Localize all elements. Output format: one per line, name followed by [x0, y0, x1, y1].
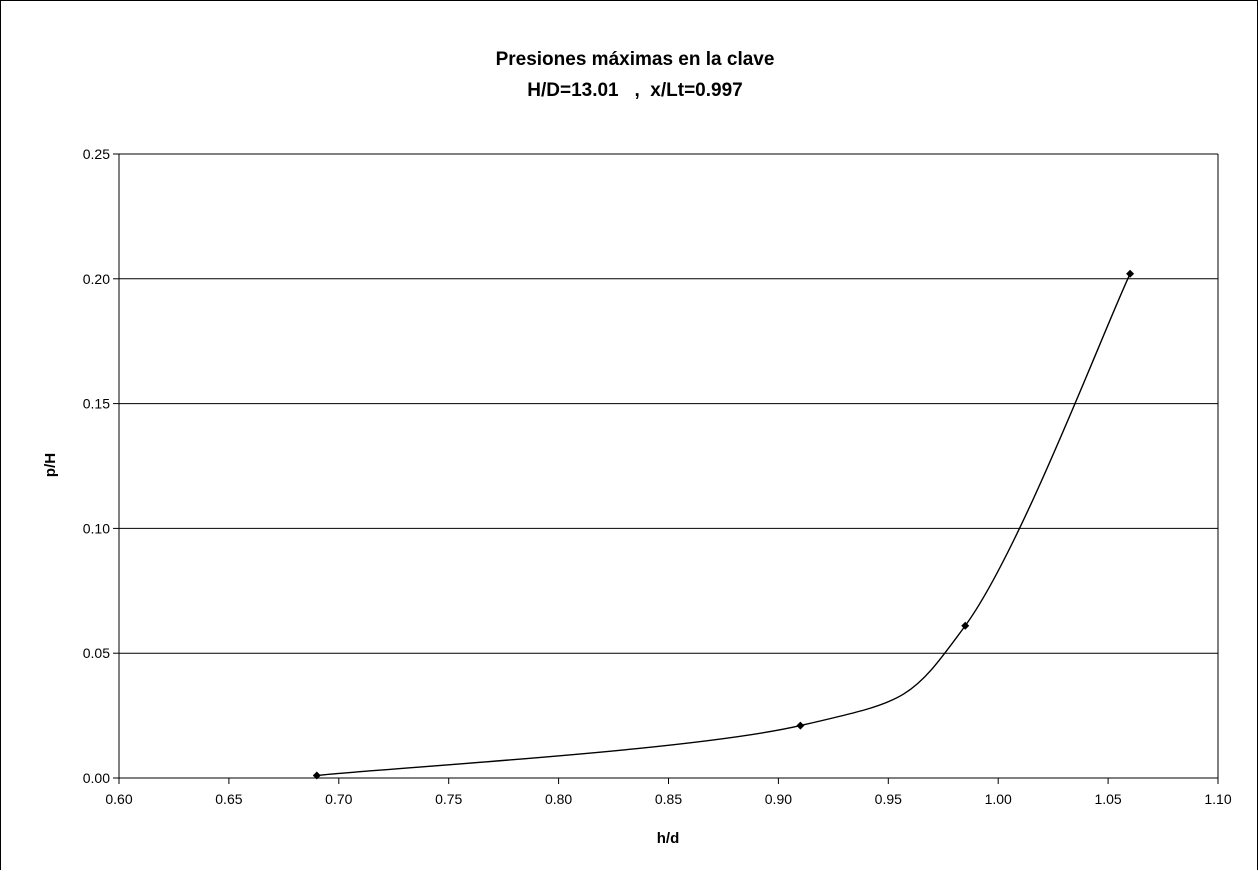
- y-tick-label: 0.25: [83, 146, 110, 162]
- data-point: [961, 621, 970, 630]
- x-tick-label: 0.70: [325, 791, 352, 807]
- x-tick-label: 0.75: [435, 791, 462, 807]
- x-tick-label: 0.90: [765, 791, 792, 807]
- y-tick-label: 0.15: [83, 396, 110, 412]
- x-tick-label: 1.05: [1094, 791, 1121, 807]
- data-point: [1126, 269, 1135, 278]
- x-tick-label: 0.80: [545, 791, 572, 807]
- x-tick-label: 0.85: [655, 791, 682, 807]
- series-layer: [312, 269, 1135, 780]
- chart-title: Presiones máximas en la clave: [496, 49, 775, 70]
- x-tick-label: 1.10: [1204, 791, 1231, 807]
- y-tick-label: 0.00: [83, 770, 110, 786]
- y-tick-label: 0.10: [83, 520, 110, 536]
- grid-layer: [119, 153, 1218, 654]
- x-tick-label: 0.60: [105, 791, 132, 807]
- y-axis-title: p/H: [42, 453, 59, 477]
- chart-title-group: Presiones máximas en la clave H/D=13.01 …: [496, 49, 775, 101]
- x-axis-title: h/d: [657, 830, 680, 847]
- x-tick-label: 0.65: [215, 791, 242, 807]
- data-point: [312, 771, 321, 780]
- x-tick-label: 0.95: [875, 791, 902, 807]
- y-tick-label: 0.20: [83, 271, 110, 287]
- chart-subtitle: H/D=13.01 , x/Lt=0.997: [527, 80, 742, 101]
- x-tick-label: 1.00: [985, 791, 1012, 807]
- y-tick-label: 0.05: [83, 645, 110, 661]
- axes-layer: 0.00 0.05 0.10 0.15 0.20 0.25 0.60 0.65 0.70 0.75…: [83, 146, 1232, 807]
- data-point: [796, 721, 805, 730]
- series-line: [316, 273, 1131, 777]
